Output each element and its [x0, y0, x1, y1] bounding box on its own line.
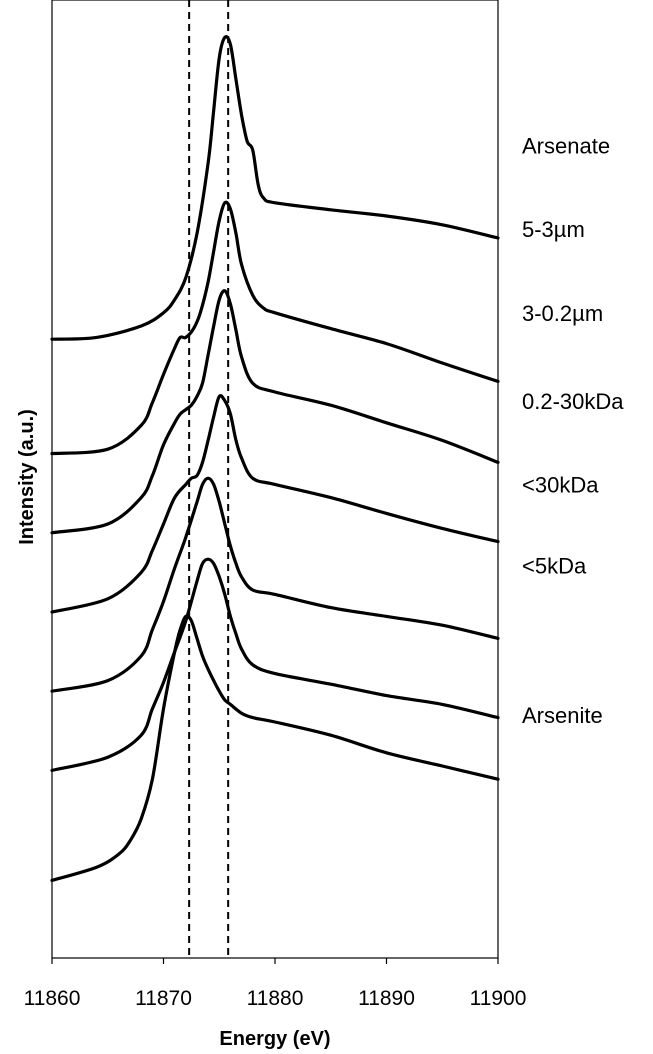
series-line-5 [50, 476, 500, 693]
series-label-6: <5kDa [522, 553, 587, 578]
series-label-3: 3-0.2µm [522, 301, 603, 326]
x-axis-title: Energy (eV) [219, 1028, 330, 1050]
series-line-4 [50, 394, 500, 614]
series-label-5: <30kDa [522, 472, 599, 497]
x-tick-label-2: 11870 [135, 987, 192, 1010]
x-tick-label-4: 11890 [358, 987, 415, 1010]
x-tick-label-5: 11900 [470, 987, 527, 1010]
reference-lines [188, 0, 230, 958]
x-tick-label-3: 11880 [247, 987, 304, 1010]
series-line-1 [50, 35, 500, 341]
series-line-3 [50, 289, 500, 535]
series-curves [50, 35, 500, 882]
series-label-1: Arsenate [522, 134, 610, 159]
x-tick-label-1: 11860 [24, 987, 81, 1010]
y-axis-title: Intensity (a.u.) [16, 409, 38, 545]
series-label-7: Arsenite [522, 703, 603, 728]
series-labels: Arsenate 5-3µm 3-0.2µm 0.2-30kDa <30kDa <5kDa… [522, 134, 624, 728]
x-axis-ticks: 11860 11870 11880 11890 11900 [24, 958, 527, 1010]
series-line-6 [50, 557, 500, 772]
series-line-7 [50, 614, 500, 882]
plot-frame [51, 0, 499, 959]
series-label-2: 5-3µm [522, 217, 585, 242]
series-line-2 [50, 200, 500, 456]
series-label-4: 0.2-30kDa [522, 389, 624, 414]
